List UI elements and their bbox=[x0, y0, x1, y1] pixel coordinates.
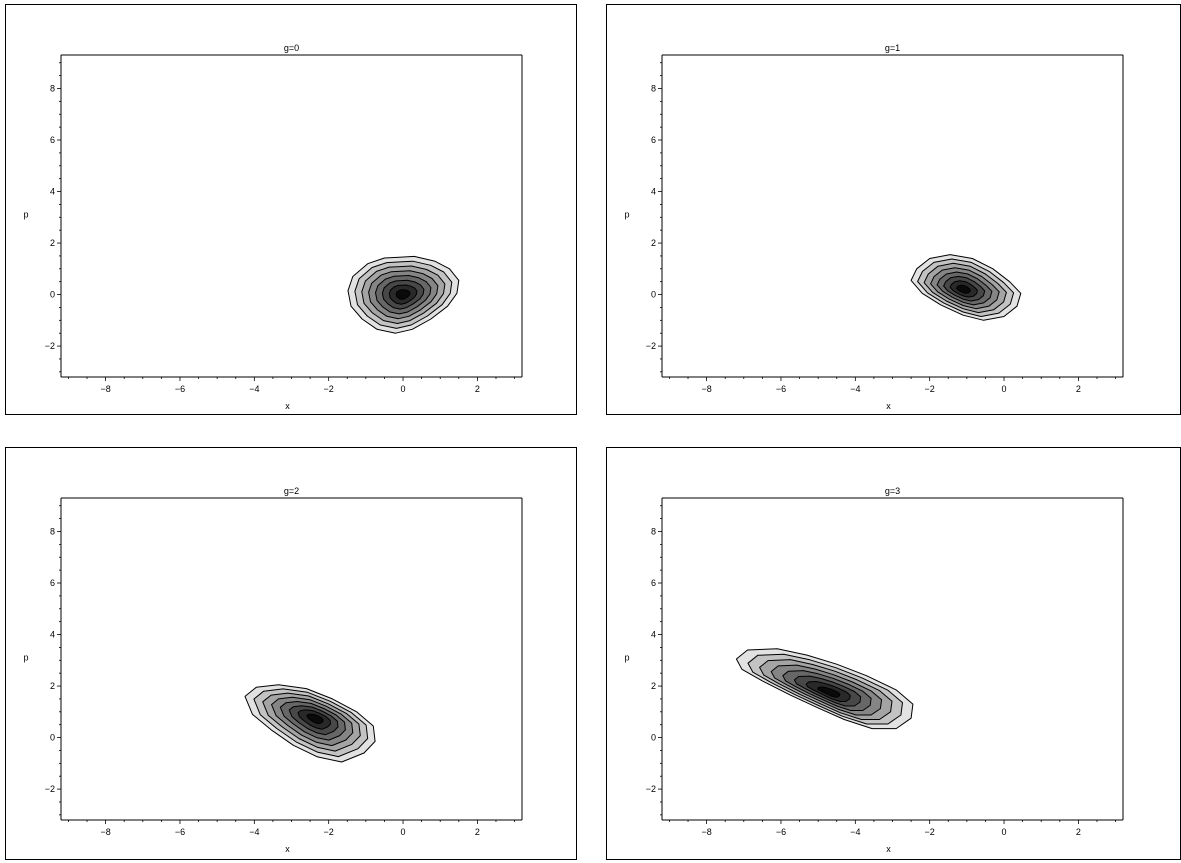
y-axis-label: p bbox=[23, 652, 28, 662]
x-tick-label: −4 bbox=[249, 827, 259, 837]
x-tick-label: −4 bbox=[249, 384, 259, 394]
contour-group bbox=[735, 648, 914, 730]
y-tick-label: 0 bbox=[50, 733, 55, 743]
x-tick-label: −8 bbox=[100, 827, 110, 837]
y-axis-label: p bbox=[624, 652, 629, 662]
y-tick-label: 6 bbox=[50, 135, 55, 145]
y-tick-label: 6 bbox=[651, 578, 656, 588]
y-tick-label: −2 bbox=[45, 784, 55, 794]
x-tick-label: −6 bbox=[175, 384, 185, 394]
y-tick-label: 8 bbox=[651, 526, 656, 536]
y-tick-label: 4 bbox=[50, 187, 55, 197]
x-tick-label: −2 bbox=[925, 827, 935, 837]
chart-title: g=1 bbox=[885, 43, 900, 53]
y-tick-label: 8 bbox=[50, 83, 55, 93]
x-tick-label: 2 bbox=[475, 384, 480, 394]
y-tick-label: 4 bbox=[651, 187, 656, 197]
y-tick-label: 0 bbox=[50, 290, 55, 300]
x-tick-label: 2 bbox=[1076, 827, 1081, 837]
x-axis-label: x bbox=[886, 401, 891, 411]
x-tick-label: −4 bbox=[850, 827, 860, 837]
y-tick-label: 4 bbox=[50, 630, 55, 640]
y-tick-label: 4 bbox=[651, 630, 656, 640]
chart-svg: g=3 −8 −6 −4 −2 0 2 −2 0 2 4 6 8 x p bbox=[624, 486, 1124, 854]
y-tick-label: 2 bbox=[50, 238, 55, 248]
chart-title: g=3 bbox=[885, 486, 900, 496]
contour-level-8 bbox=[956, 284, 971, 294]
y-tick-label: 8 bbox=[50, 526, 55, 536]
chart-panel-g3: g=3 −8 −6 −4 −2 0 2 −2 0 2 4 6 8 x p bbox=[606, 447, 1181, 860]
contour-group bbox=[244, 684, 376, 763]
y-tick-label: 8 bbox=[651, 83, 656, 93]
x-tick-label: −8 bbox=[701, 827, 711, 837]
x-tick-label: −6 bbox=[175, 827, 185, 837]
x-axis-label: x bbox=[285, 401, 290, 411]
y-tick-label: −2 bbox=[646, 784, 656, 794]
x-tick-label: 0 bbox=[1002, 827, 1007, 837]
y-tick-label: 6 bbox=[651, 135, 656, 145]
x-tick-label: −4 bbox=[850, 384, 860, 394]
x-tick-label: 0 bbox=[1002, 384, 1007, 394]
y-axis-label: p bbox=[624, 209, 629, 219]
chart-title: g=2 bbox=[284, 486, 299, 496]
contour-level-8 bbox=[817, 686, 841, 698]
x-tick-label: −6 bbox=[776, 384, 786, 394]
y-tick-label: 0 bbox=[651, 290, 656, 300]
chart-svg: g=0 −8 −6 −4 −2 0 2 −2 0 2 4 6 8 x p bbox=[23, 43, 523, 411]
x-tick-label: 2 bbox=[475, 827, 480, 837]
contour-group bbox=[347, 255, 460, 334]
y-axis-label: p bbox=[23, 209, 28, 219]
chart-svg: g=1 −8 −6 −4 −2 0 2 −2 0 2 4 6 8 x p bbox=[624, 43, 1124, 411]
x-tick-label: −8 bbox=[701, 384, 711, 394]
y-tick-label: 2 bbox=[651, 238, 656, 248]
x-tick-label: −6 bbox=[776, 827, 786, 837]
chart-panel-g0: g=0 −8 −6 −4 −2 0 2 −2 0 2 4 6 8 x p bbox=[5, 4, 577, 415]
chart-panel-g1: g=1 −8 −6 −4 −2 0 2 −2 0 2 4 6 8 x p bbox=[606, 4, 1181, 415]
x-tick-label: 2 bbox=[1076, 384, 1081, 394]
y-tick-label: 2 bbox=[50, 681, 55, 691]
y-tick-label: 6 bbox=[50, 578, 55, 588]
x-axis-label: x bbox=[285, 844, 290, 854]
contour-group bbox=[910, 254, 1022, 321]
chart-panel-g2: g=2 −8 −6 −4 −2 0 2 −2 0 2 4 6 8 x p bbox=[5, 447, 577, 860]
x-tick-label: 0 bbox=[401, 384, 406, 394]
chart-svg: g=2 −8 −6 −4 −2 0 2 −2 0 2 4 6 8 x p bbox=[23, 486, 523, 854]
contour-level-8 bbox=[395, 289, 411, 300]
chart-title: g=0 bbox=[284, 43, 299, 53]
x-axis-label: x bbox=[886, 844, 891, 854]
x-tick-label: −2 bbox=[925, 384, 935, 394]
y-tick-label: −2 bbox=[45, 341, 55, 351]
y-tick-label: 2 bbox=[651, 681, 656, 691]
y-tick-label: −2 bbox=[646, 341, 656, 351]
x-tick-label: −2 bbox=[324, 827, 334, 837]
x-tick-label: 0 bbox=[401, 827, 406, 837]
contour-level-8 bbox=[306, 713, 324, 725]
x-tick-label: −8 bbox=[100, 384, 110, 394]
x-tick-label: −2 bbox=[324, 384, 334, 394]
y-tick-label: 0 bbox=[651, 733, 656, 743]
